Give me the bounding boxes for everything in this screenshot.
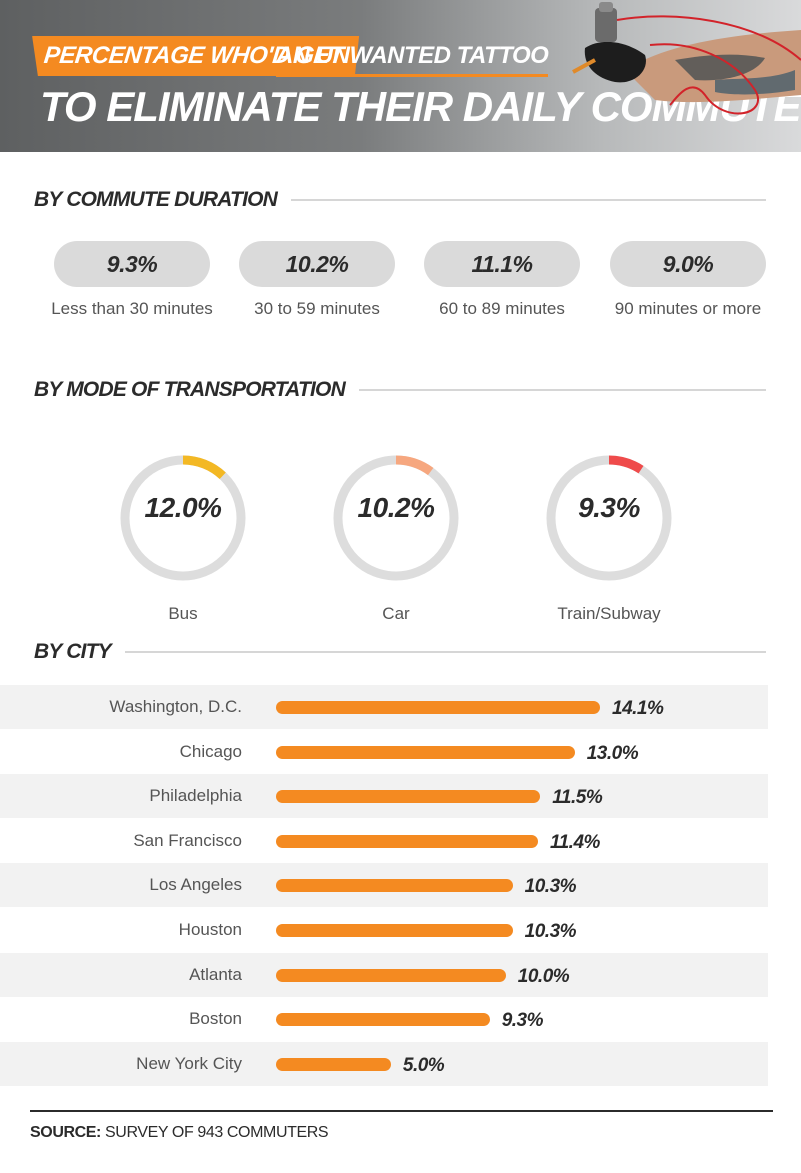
city-bar (276, 701, 600, 714)
donut-chart (120, 455, 246, 581)
donut-value: 10.2% (357, 492, 435, 523)
city-label: Philadelphia (149, 786, 242, 805)
donut-label: Car (382, 604, 410, 623)
city-row: San Francisco 11.4% (0, 819, 768, 863)
donut-train: 9.3% Train/Subway (539, 448, 679, 624)
duration-value: 9.3% (54, 241, 210, 287)
city-value: 13.0% (586, 743, 639, 764)
city-bar (276, 924, 513, 937)
section-header-duration: BY COMMUTE DURATION (34, 188, 766, 212)
city-value: 10.3% (524, 921, 577, 942)
city-value: 10.0% (517, 966, 570, 987)
donut-label: Train/Subway (557, 604, 661, 623)
duration-label: Less than 30 minutes (51, 299, 213, 318)
footer-divider (30, 1110, 773, 1112)
city-value: 11.4% (549, 832, 600, 853)
section-divider (358, 389, 766, 391)
city-row: Los Angeles 10.3% (0, 863, 768, 907)
donut-car: 10.2% Car (326, 448, 466, 624)
donut-arc (333, 455, 459, 581)
tattoo-arm-illustration (572, 2, 801, 115)
donut-label: Bus (168, 604, 198, 623)
donut-bus: 12.0% Bus (113, 448, 253, 624)
donut-arc (546, 455, 672, 581)
section-title-mode: BY MODE OF TRANSPORTATION (34, 378, 346, 401)
city-bar (276, 1013, 490, 1026)
duration-label: 30 to 59 minutes (254, 299, 380, 318)
duration-value: 10.2% (239, 241, 395, 287)
header-banner: PERCENTAGE WHO'D GET AN UNWANTED TATTOO … (0, 0, 801, 152)
donut-chart (546, 455, 672, 581)
duration-label: 60 to 89 minutes (439, 299, 565, 318)
duration-item: 10.2% 30 to 59 minutes (229, 241, 405, 319)
donut-arc (120, 455, 246, 581)
city-label: Atlanta (189, 965, 242, 984)
city-bar (276, 790, 541, 803)
duration-label: 90 minutes or more (614, 299, 762, 318)
source-note: SOURCE: SURVEY OF 943 COMMUTERS (30, 1124, 329, 1142)
city-label: Washington, D.C. (109, 697, 242, 716)
city-value: 14.1% (612, 698, 664, 719)
city-bar (276, 746, 575, 759)
city-bar (276, 969, 506, 982)
city-label: San Francisco (133, 831, 242, 850)
source-label: SOURCE: (30, 1124, 101, 1141)
city-row: Philadelphia 11.5% (0, 774, 768, 818)
city-bar (276, 879, 513, 892)
donut-value: 12.0% (144, 492, 222, 523)
section-divider (291, 199, 766, 201)
city-row: Chicago 13.0% (0, 730, 768, 774)
city-row: Atlanta 10.0% (0, 953, 768, 997)
city-row: Houston 10.3% (0, 908, 768, 952)
city-value: 9.3% (501, 1010, 544, 1031)
city-bar (276, 1058, 391, 1071)
city-row: Boston 9.3% (0, 997, 768, 1041)
city-row: New York City 5.0% (0, 1042, 768, 1086)
duration-value: 9.0% (610, 241, 766, 287)
city-label: New York City (136, 1054, 242, 1073)
city-label: Boston (189, 1009, 242, 1028)
city-value: 5.0% (402, 1055, 445, 1076)
duration-item: 9.3% Less than 30 minutes (44, 241, 220, 319)
section-title-city: BY CITY (34, 640, 112, 663)
donut-chart (333, 455, 459, 581)
title-subtitle: AN UNWANTED TATTOO (276, 38, 549, 77)
city-label: Los Angeles (149, 875, 242, 894)
section-divider (124, 651, 766, 653)
duration-item: 9.0% 90 minutes or more (600, 241, 776, 319)
duration-value: 11.1% (424, 241, 580, 287)
city-label: Houston (178, 920, 242, 939)
duration-item: 11.1% 60 to 89 minutes (414, 241, 590, 319)
city-value: 11.5% (552, 787, 603, 808)
section-header-mode: BY MODE OF TRANSPORTATION (34, 378, 766, 402)
section-title-duration: BY COMMUTE DURATION (34, 188, 278, 211)
city-label: Chicago (179, 742, 242, 761)
city-bar (276, 835, 538, 848)
source-text: SURVEY OF 943 COMMUTERS (105, 1124, 329, 1141)
section-header-city: BY CITY (34, 640, 766, 664)
donut-value: 9.3% (578, 492, 640, 523)
city-row: Washington, D.C. 14.1% (0, 685, 768, 729)
city-value: 10.3% (524, 876, 577, 897)
